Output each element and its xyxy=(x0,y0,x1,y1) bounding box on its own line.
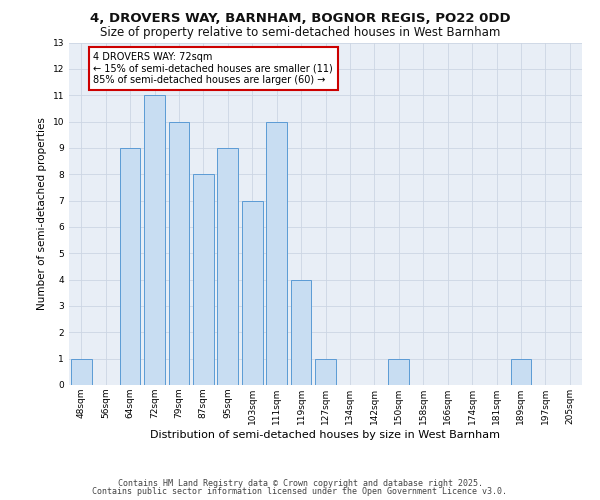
Y-axis label: Number of semi-detached properties: Number of semi-detached properties xyxy=(37,118,47,310)
Bar xyxy=(119,148,140,385)
Bar xyxy=(290,280,311,385)
Bar xyxy=(266,122,287,385)
Text: 4 DROVERS WAY: 72sqm
← 15% of semi-detached houses are smaller (11)
85% of semi-: 4 DROVERS WAY: 72sqm ← 15% of semi-detac… xyxy=(94,52,333,85)
Bar xyxy=(71,358,92,385)
X-axis label: Distribution of semi-detached houses by size in West Barnham: Distribution of semi-detached houses by … xyxy=(151,430,500,440)
Bar xyxy=(169,122,190,385)
Text: 4, DROVERS WAY, BARNHAM, BOGNOR REGIS, PO22 0DD: 4, DROVERS WAY, BARNHAM, BOGNOR REGIS, P… xyxy=(89,12,511,26)
Bar xyxy=(217,148,238,385)
Bar xyxy=(388,358,409,385)
Text: Contains HM Land Registry data © Crown copyright and database right 2025.: Contains HM Land Registry data © Crown c… xyxy=(118,478,482,488)
Bar xyxy=(144,95,165,385)
Bar xyxy=(315,358,336,385)
Text: Size of property relative to semi-detached houses in West Barnham: Size of property relative to semi-detach… xyxy=(100,26,500,39)
Bar xyxy=(193,174,214,385)
Bar xyxy=(242,200,263,385)
Text: Contains public sector information licensed under the Open Government Licence v3: Contains public sector information licen… xyxy=(92,488,508,496)
Bar xyxy=(511,358,532,385)
